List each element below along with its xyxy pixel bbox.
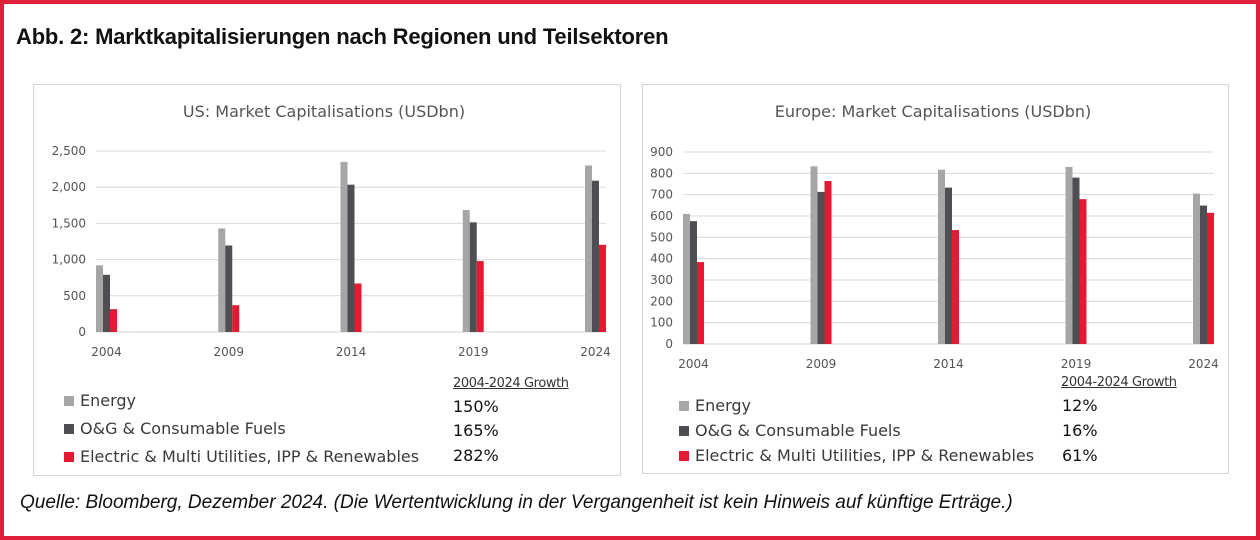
europe-bar-2009-0 — [810, 166, 818, 344]
europe-market-cap-chart: Europe: Market Capitalisations (USDbn) 0… — [650, 102, 1219, 371]
us-bar-2004-2 — [110, 309, 117, 332]
europe-bar-2004-1 — [690, 221, 697, 344]
europe-bar-2019-1 — [1072, 177, 1080, 344]
us-growth-utilities: 282% — [453, 446, 499, 465]
europe-ytick-label: 700 — [650, 188, 673, 202]
europe-bar-2014-2 — [952, 230, 959, 344]
us-xtick-label: 2019 — [458, 345, 489, 359]
legend-label: O&G & Consumable Fuels — [695, 421, 901, 440]
europe-xtick-label: 2004 — [678, 357, 709, 371]
europe-legend-item-og: O&G & Consumable Fuels — [679, 421, 901, 440]
us-bar-2004-1 — [103, 274, 110, 332]
europe-growth-header: 2004-2024 Growth — [1061, 375, 1177, 390]
us-bar-2004-0 — [96, 265, 103, 332]
us-xtick-label: 2024 — [580, 345, 611, 359]
europe-ytick-label: 800 — [650, 166, 673, 180]
europe-chart-panel: Europe: Market Capitalisations (USDbn) 0… — [642, 84, 1229, 474]
europe-chart-title: Europe: Market Capitalisations (USDbn) — [775, 102, 1092, 121]
us-ytick-label: 2,000 — [52, 180, 86, 194]
us-ytick-label: 0 — [78, 325, 86, 339]
europe-growth-og: 16% — [1062, 421, 1098, 440]
us-bar-2024-1 — [592, 180, 599, 332]
utilities-swatch-icon — [64, 451, 74, 462]
europe-xtick-label: 2009 — [806, 357, 837, 371]
us-bar-2009-0 — [218, 228, 226, 332]
europe-legend-item-utilities: Electric & Multi Utilities, IPP & Renewa… — [679, 446, 1034, 465]
us-ytick-label: 1,000 — [52, 253, 86, 267]
energy-swatch-icon — [679, 400, 689, 411]
us-ytick-label: 2,500 — [52, 144, 86, 158]
europe-ytick-label: 400 — [650, 252, 673, 266]
legend-label: Electric & Multi Utilities, IPP & Renewa… — [695, 446, 1035, 465]
europe-ytick-label: 600 — [650, 209, 673, 223]
us-bar-2019-1 — [469, 222, 477, 332]
us-bar-2019-2 — [476, 261, 484, 332]
europe-xtick-label: 2014 — [933, 357, 964, 371]
us-bar-2014-2 — [354, 283, 362, 332]
europe-growth-energy: 12% — [1062, 396, 1098, 415]
europe-bar-2019-2 — [1079, 199, 1087, 344]
utilities-swatch-icon — [679, 450, 689, 461]
europe-bar-2024-2 — [1207, 212, 1214, 344]
europe-bar-2019-0 — [1065, 166, 1073, 344]
energy-swatch-icon — [64, 395, 74, 406]
europe-ytick-label: 0 — [665, 337, 673, 351]
europe-xtick-label: 2019 — [1061, 357, 1092, 371]
figure-title: Abb. 2: Marktkapitalisierungen nach Regi… — [16, 24, 669, 49]
us-legend-item-energy: Energy — [64, 391, 136, 410]
us-bar-2024-0 — [585, 165, 592, 332]
us-legend-item-utilities: Electric & Multi Utilities, IPP & Renewa… — [64, 447, 419, 466]
us-xtick-label: 2009 — [213, 345, 244, 359]
legend-label: Energy — [695, 396, 752, 415]
europe-ytick-label: 200 — [650, 294, 673, 308]
europe-ytick-label: 300 — [650, 273, 673, 287]
europe-legend-item-energy: Energy — [679, 396, 751, 415]
us-market-cap-chart: US: Market Capitalisations (USDbn) 0 500 1… — [52, 102, 611, 359]
us-bar-2019-0 — [462, 210, 470, 332]
us-bar-2014-1 — [347, 184, 355, 332]
europe-bar-2004-0 — [683, 213, 690, 344]
us-ytick-label: 1,500 — [52, 216, 86, 230]
og-swatch-icon — [64, 423, 74, 434]
us-xtick-label: 2004 — [91, 345, 122, 359]
us-bar-2009-1 — [225, 245, 233, 332]
legend-label: O&G & Consumable Fuels — [80, 419, 286, 438]
europe-bar-2009-1 — [817, 191, 825, 344]
europe-ytick-label: 500 — [650, 230, 673, 244]
europe-bar-2024-0 — [1193, 193, 1200, 344]
us-growth-og: 165% — [453, 421, 499, 440]
europe-ytick-label: 100 — [650, 316, 673, 330]
europe-bar-2024-1 — [1200, 205, 1207, 344]
us-ytick-label: 500 — [63, 289, 86, 303]
europe-bar-2009-2 — [824, 181, 832, 344]
europe-growth-utilities: 61% — [1062, 446, 1098, 465]
us-chart-panel: US: Market Capitalisations (USDbn) 0 500 1… — [33, 84, 621, 476]
us-growth-energy: 150% — [453, 397, 499, 416]
europe-xtick-label: 2024 — [1188, 357, 1219, 371]
us-legend-item-og: O&G & Consumable Fuels — [64, 419, 286, 438]
legend-label: Energy — [80, 391, 137, 410]
source-note: Quelle: Bloomberg, Dezember 2024. (Die W… — [20, 492, 1013, 513]
us-bar-2024-2 — [599, 244, 606, 332]
europe-bar-2014-0 — [938, 169, 945, 344]
legend-label: Electric & Multi Utilities, IPP & Renewa… — [80, 447, 420, 466]
europe-ytick-label: 900 — [650, 145, 673, 159]
us-bar-2009-2 — [232, 305, 240, 332]
europe-bar-2004-2 — [697, 262, 704, 344]
europe-bar-2014-1 — [945, 187, 952, 344]
us-bar-2014-0 — [340, 161, 348, 332]
og-swatch-icon — [679, 425, 689, 436]
us-xtick-label: 2014 — [336, 345, 367, 359]
us-growth-header: 2004-2024 Growth — [453, 376, 569, 391]
us-chart-title: US: Market Capitalisations (USDbn) — [183, 102, 465, 121]
